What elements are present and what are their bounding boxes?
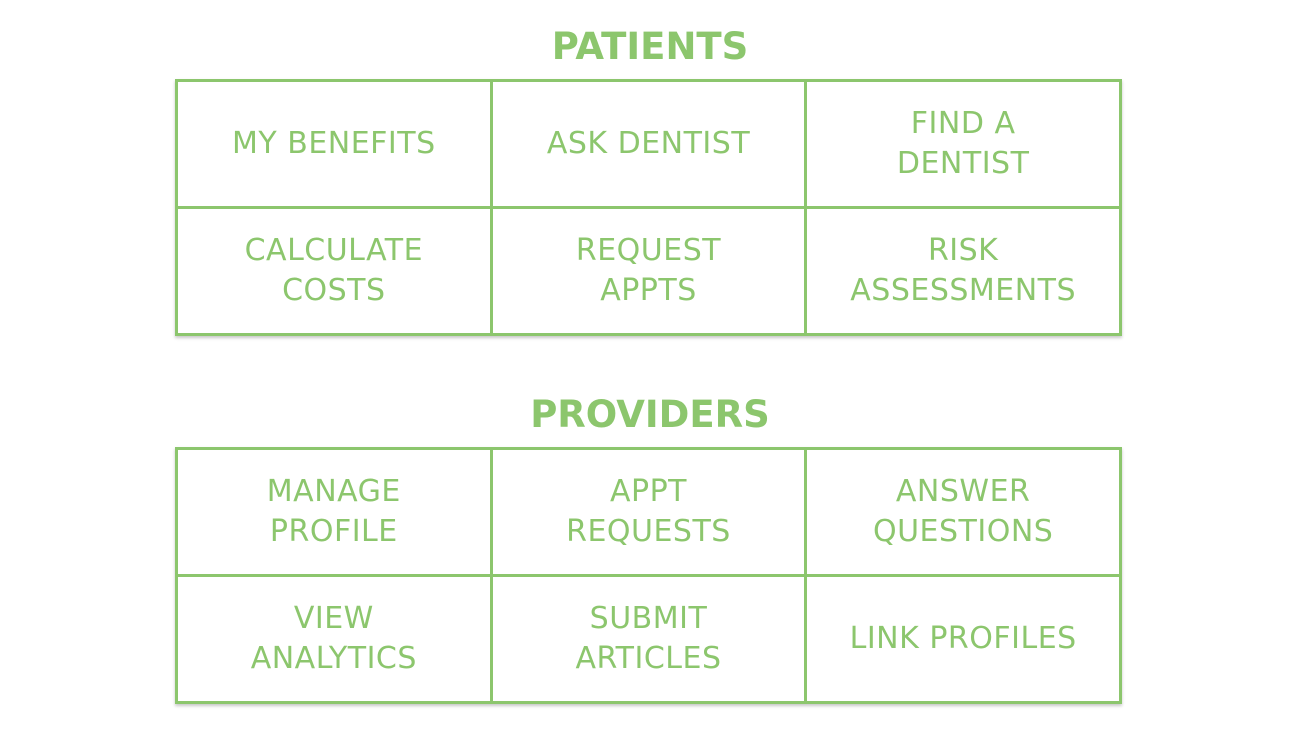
find-a-dentist-tile[interactable]: FIND A DENTIST <box>804 79 1122 209</box>
ask-dentist-tile[interactable]: ASK DENTIST <box>489 79 808 209</box>
tile-label-line: VIEW <box>293 601 374 636</box>
tile-label-line: DENTIST <box>896 146 1030 181</box>
patients-feature-grid: MY BENEFITS ASK DENTIST FIND A DENTIST C… <box>175 79 1122 336</box>
tile-label-line: ANSWER <box>895 474 1031 509</box>
link-profiles-tile[interactable]: LINK PROFILES <box>804 574 1122 704</box>
providers-grid-row: VIEW ANALYTICS SUBMIT ARTICLES LINK PROF… <box>175 574 1122 704</box>
my-benefits-tile[interactable]: MY BENEFITS <box>175 79 493 209</box>
calculate-costs-tile[interactable]: CALCULATE COSTS <box>175 206 493 336</box>
providers-feature-grid: MANAGE PROFILE APPT REQUESTS ANSWER QUES… <box>175 447 1122 704</box>
tile-label-line: FIND A <box>910 106 1016 141</box>
tile-label-line: COSTS <box>282 273 386 308</box>
patients-section-title: PATIENTS <box>551 25 749 68</box>
tile-label-line: MY BENEFITS <box>232 126 436 161</box>
tile-label-line: ANALYTICS <box>250 641 417 676</box>
tile-label-line: ASK DENTIST <box>546 126 751 161</box>
appt-requests-tile[interactable]: APPT REQUESTS <box>489 447 808 577</box>
tile-label-line: CALCULATE <box>244 233 424 268</box>
tile-label-line: MANAGE <box>266 474 401 509</box>
patients-grid-row: CALCULATE COSTS REQUEST APPTS RISK ASSES… <box>175 206 1122 336</box>
tile-label-line: LINK PROFILES <box>849 621 1077 656</box>
tile-label-line: QUESTIONS <box>872 514 1054 549</box>
tile-label-line: RISK <box>927 233 999 268</box>
request-appts-tile[interactable]: REQUEST APPTS <box>489 206 808 336</box>
patients-grid-row: MY BENEFITS ASK DENTIST FIND A DENTIST <box>175 79 1122 209</box>
tile-label-line: APPTS <box>600 273 697 308</box>
tile-label-line: PROFILE <box>269 514 398 549</box>
risk-assessments-tile[interactable]: RISK ASSESSMENTS <box>804 206 1122 336</box>
tile-label-line: APPT <box>609 474 687 509</box>
providers-section-title: PROVIDERS <box>530 393 770 436</box>
providers-grid-row: MANAGE PROFILE APPT REQUESTS ANSWER QUES… <box>175 447 1122 577</box>
submit-articles-tile[interactable]: SUBMIT ARTICLES <box>489 574 808 704</box>
tile-label-line: REQUEST <box>575 233 722 268</box>
tile-label-line: ASSESSMENTS <box>850 273 1077 308</box>
tile-label-line: SUBMIT <box>589 601 708 636</box>
tile-label-line: REQUESTS <box>566 514 731 549</box>
manage-profile-tile[interactable]: MANAGE PROFILE <box>175 447 493 577</box>
answer-questions-tile[interactable]: ANSWER QUESTIONS <box>804 447 1122 577</box>
view-analytics-tile[interactable]: VIEW ANALYTICS <box>175 574 493 704</box>
tile-label-line: ARTICLES <box>575 641 722 676</box>
